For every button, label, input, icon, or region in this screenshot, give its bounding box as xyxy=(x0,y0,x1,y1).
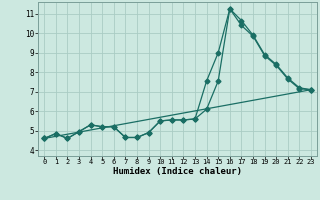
X-axis label: Humidex (Indice chaleur): Humidex (Indice chaleur) xyxy=(113,167,242,176)
